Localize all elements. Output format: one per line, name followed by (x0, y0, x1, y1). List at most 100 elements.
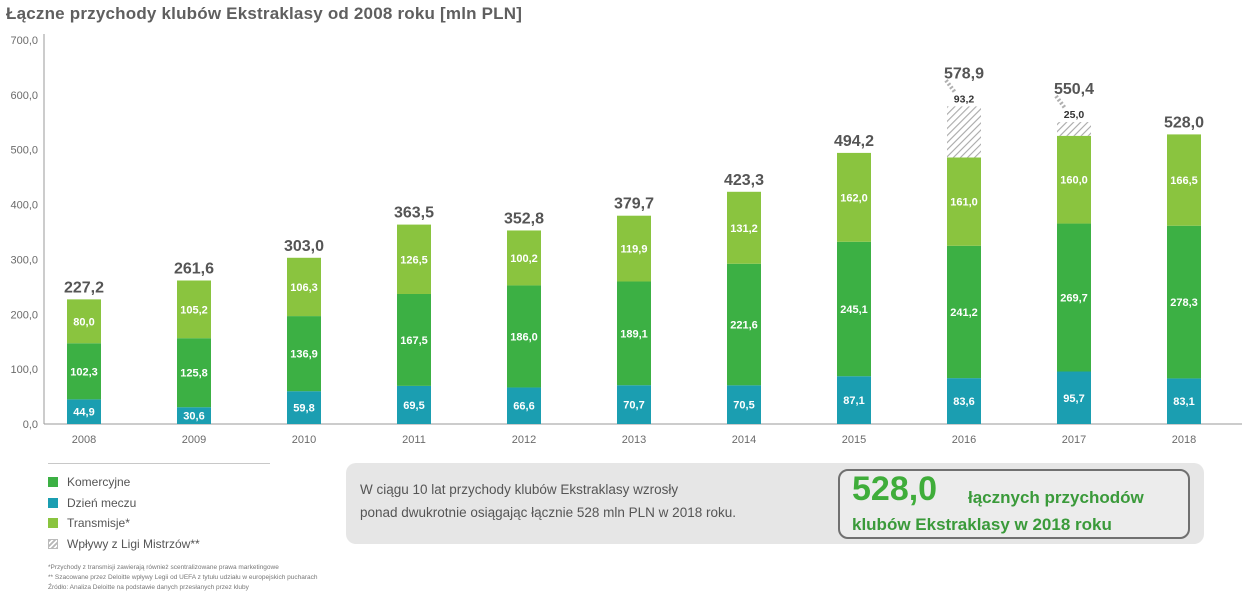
bar-total-label: 227,2 (64, 279, 104, 296)
footnote-3: Źródło: Analiza Deloitte na podstawie da… (48, 584, 249, 591)
bar-segment-transmisje (727, 191, 761, 264)
footnotes: *Przychody z transmisji zawierają równie… (48, 563, 318, 593)
bar-segment-komercyjne (1057, 223, 1091, 372)
bar-total-label: 363,5 (394, 205, 434, 222)
bar-value-label: 269,7 (1060, 293, 1088, 305)
y-tick-label: 200,0 (10, 309, 38, 321)
bar-value-label: 245,1 (840, 304, 868, 316)
bar-segment-komercyjne (837, 241, 871, 377)
bar-segment-dzien_meczu (947, 378, 981, 424)
x-tick-label: 2016 (952, 434, 976, 446)
bar-segment-transmisje (1167, 134, 1201, 226)
x-tick-label: 2015 (842, 434, 866, 446)
bar-total-label: 494,2 (834, 133, 874, 150)
legend-label: Dzień meczu (67, 495, 137, 510)
bar-value-label: 125,8 (180, 368, 208, 380)
bar-segment-dzien_meczu (397, 385, 431, 424)
bar-value-label: 189,1 (620, 328, 648, 340)
bar-segment-komercyjne (727, 263, 761, 386)
bar-value-label: 166,5 (1170, 175, 1198, 187)
bar-segment-transmisje (947, 157, 981, 246)
x-tick-label: 2018 (1172, 434, 1196, 446)
bar-total-label: 528,0 (1164, 114, 1204, 131)
bar-segment-transmisje (617, 215, 651, 282)
chart-title: Łączne przychody klubów Ekstraklasy od 2… (6, 4, 523, 23)
bar-value-label: 59,8 (293, 403, 314, 415)
bar-value-label: 241,2 (950, 307, 978, 319)
highlight-box (838, 469, 1190, 539)
legend-item-transmisje: Transmisje* (48, 513, 200, 534)
bar-value-label: 80,0 (73, 316, 94, 328)
x-tick-label: 2014 (732, 434, 756, 446)
bar-segment-komercyjne (67, 343, 101, 400)
bar-value-label: 70,7 (623, 400, 644, 412)
bar-value-label: 100,2 (510, 253, 538, 265)
bar-segment-komercyjne (287, 316, 321, 392)
bar-value-label: 25,0 (1064, 109, 1085, 121)
bar-value-label: 136,9 (290, 349, 318, 361)
x-tick-label: 2008 (72, 434, 96, 446)
bar-value-label: 131,2 (730, 223, 758, 235)
y-tick-label: 400,0 (10, 200, 38, 212)
bar-value-label: 186,0 (510, 331, 538, 343)
bar-segment-transmisje (1057, 135, 1091, 224)
legend-swatch (48, 497, 58, 508)
bar-value-label: 221,6 (730, 320, 758, 332)
legend-divider (48, 463, 270, 464)
bar-value-label: 126,5 (400, 254, 428, 266)
legend: Komercyjne Dzień meczu Transmisje* Wpływ… (48, 472, 200, 554)
bar-segment-dzien_meczu (507, 387, 541, 424)
x-tick-label: 2010 (292, 434, 316, 446)
legend-item-komercyjne: Komercyjne (48, 472, 200, 493)
legend-label: Transmisje* (67, 516, 130, 531)
x-tick-label: 2012 (512, 434, 536, 446)
legend-item-liga-mistrzow: Wpływy z Ligi Mistrzów** (48, 534, 200, 555)
bar-value-label: 119,9 (621, 244, 648, 256)
bar-value-label: 93,2 (954, 93, 975, 105)
bar-total-label: 423,3 (724, 172, 764, 189)
info-text: W ciągu 10 lat przychody klubów Ekstrakl… (360, 478, 830, 524)
y-tick-label: 0,0 (23, 419, 38, 431)
bar-value-label: 278,3 (1170, 297, 1198, 309)
revenue-bar-chart: 0,0 100,0 200,0 300,0 400,0 500,0 600,0 700,0 20… (10, 34, 1242, 446)
bar-total-label: 550,4 (1054, 81, 1094, 98)
bar-segment-dzien_meczu (1167, 378, 1201, 424)
bar-segment-dzien_meczu (727, 385, 761, 424)
footnote-2: ** Szacowane przez Deloitte wpływy Legii… (48, 574, 318, 581)
bar-segment-komercyjne (397, 293, 431, 386)
legend-swatch (48, 518, 58, 529)
x-tick-label: 2011 (402, 434, 426, 446)
bar-value-label: 167,5 (400, 335, 428, 347)
bar-total-label: 578,9 (944, 65, 984, 82)
bar-segment-dzien_meczu (67, 399, 101, 424)
bar-segment-komercyjne (507, 285, 541, 388)
bar-segment-dzien_meczu (617, 385, 651, 424)
bar-segment-transmisje (397, 224, 431, 294)
bar-segment-dzien_meczu (287, 391, 321, 424)
bar-segment-dzien_meczu (1057, 371, 1091, 424)
bar-segment-komercyjne (177, 338, 211, 408)
info-line-2: ponad dwukrotnie osiągając łącznie 528 m… (360, 505, 736, 520)
x-tick-label: 2009 (182, 434, 206, 446)
bar-segment-transmisje (177, 280, 211, 339)
bar-value-label: 69,5 (403, 400, 424, 412)
bar-total-label: 261,6 (174, 260, 214, 277)
bar-segment-komercyjne (617, 281, 651, 386)
footnote-1: *Przychody z transmisji zawierają równie… (48, 564, 279, 571)
bar-segment-liga (947, 106, 981, 158)
bar-total-label: 379,7 (614, 196, 654, 213)
bar-value-label: 106,3 (290, 282, 318, 294)
legend-label: Wpływy z Ligi Mistrzów** (67, 536, 200, 551)
bar-value-label: 30,6 (183, 411, 204, 423)
bar-segment-transmisje (837, 152, 871, 242)
legend-swatch (48, 538, 58, 549)
y-tick-label: 700,0 (10, 35, 38, 47)
y-tick-label: 500,0 (10, 145, 38, 157)
liga-pointer (944, 79, 957, 94)
info-line-1: W ciągu 10 lat przychody klubów Ekstrakl… (360, 482, 679, 497)
bar-value-label: 87,1 (843, 395, 864, 407)
bar-value-label: 105,2 (180, 304, 208, 316)
bar-value-label: 162,0 (840, 192, 868, 204)
y-tick-label: 300,0 (10, 254, 38, 266)
bar-segment-transmisje (287, 257, 321, 317)
